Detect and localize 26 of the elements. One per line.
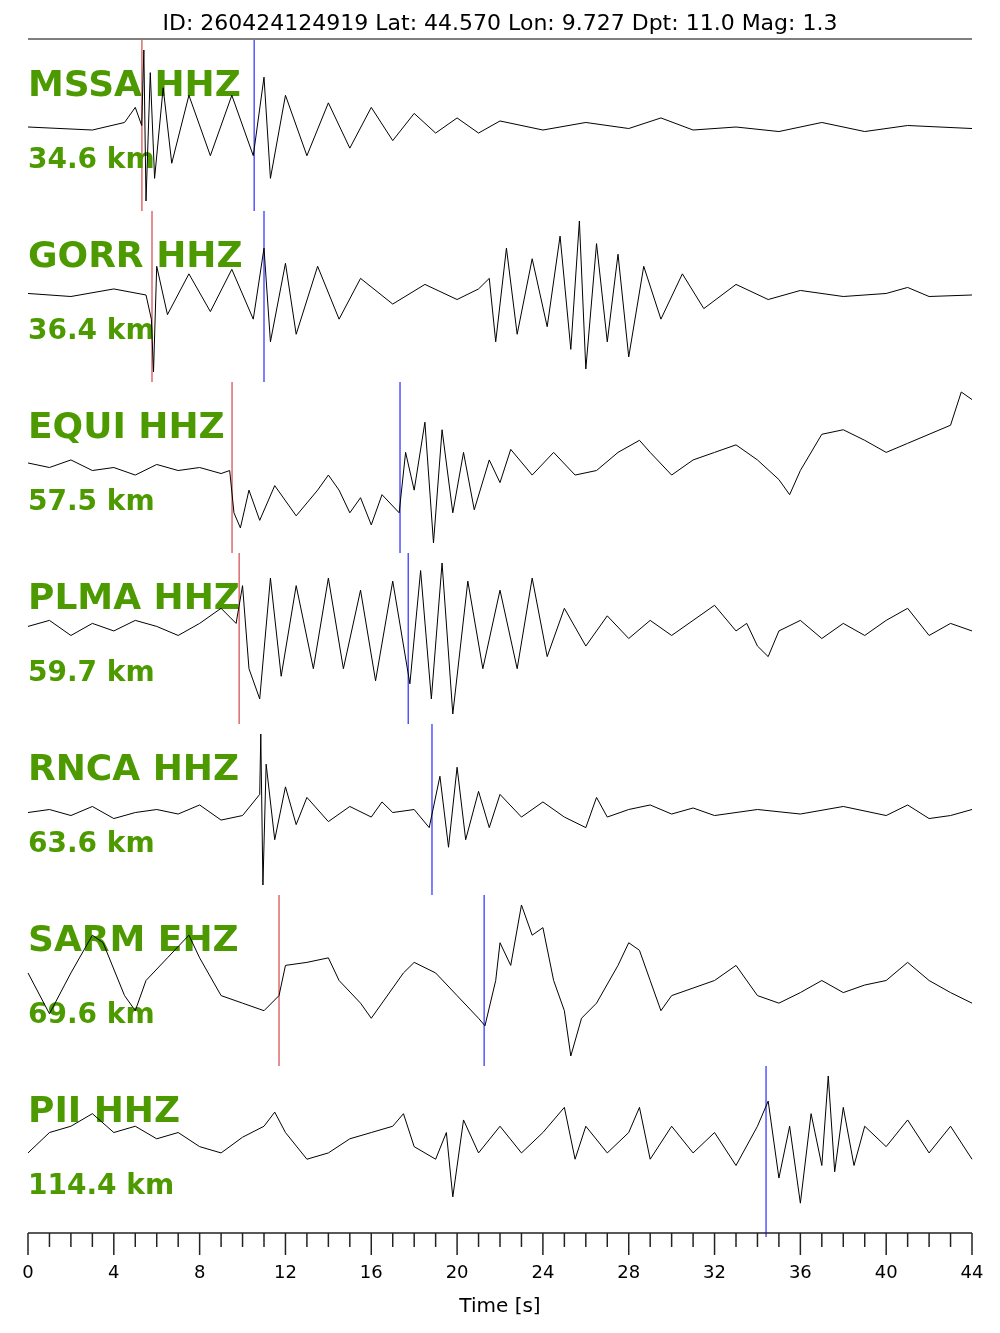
annotation: MSSA HHZ [28,63,241,104]
chart-title: ID: 260424124919 Lat: 44.570 Lon: 9.727 Dpt: 11.0 Mag: 1.3 [162,10,838,35]
annotation: EQUI HHZ [28,405,225,446]
x-axis-title: Time [s] [458,1293,541,1317]
x-tick-label: 40 [874,1261,898,1282]
annotation: PLMA HHZ [28,576,240,617]
annotation: 59.7 km [28,655,155,688]
x-tick-label: 20 [445,1261,469,1282]
x-tick-label: 16 [359,1261,383,1282]
x-tick-label: 4 [108,1261,120,1282]
x-tick-label: 36 [788,1261,812,1282]
x-tick-label: 0 [22,1261,34,1282]
annotation: 57.5 km [28,484,155,517]
x-tick-label: 24 [531,1261,555,1282]
x-tick-label: 8 [193,1261,206,1282]
annotation: 69.6 km [28,997,155,1030]
annotation: GORR HHZ [28,234,243,275]
annotation: RNCA HHZ [28,747,240,788]
annotation: 114.4 km [28,1168,175,1201]
x-tick-label: 28 [617,1261,641,1282]
x-tick-label: 32 [703,1261,726,1282]
annotation: SARM EHZ [28,918,239,959]
x-tick-label: 12 [274,1261,297,1282]
annotation: 63.6 km [28,826,155,859]
x-tick-label: 44 [960,1261,984,1282]
annotation: PII HHZ [28,1089,181,1130]
